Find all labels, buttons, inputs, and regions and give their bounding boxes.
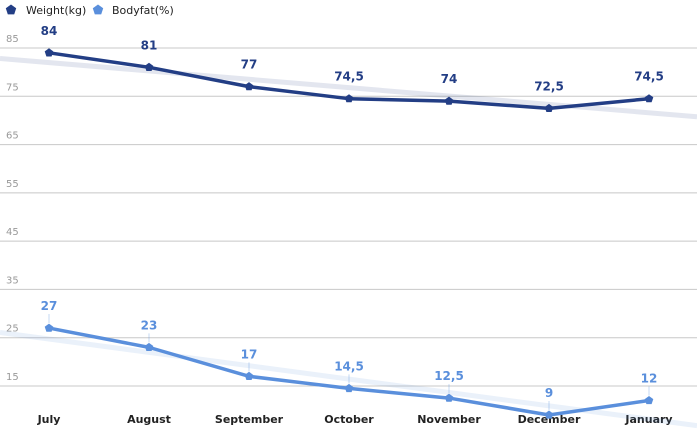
y-tick-label: 75	[6, 82, 19, 93]
data-label: 74	[441, 72, 458, 86]
legend-label-weight: Weight(kg)	[26, 4, 86, 17]
legend[interactable]: Weight(kg) Bodyfat(%)	[5, 4, 174, 17]
data-point[interactable]	[244, 82, 254, 91]
data-point[interactable]	[544, 410, 554, 419]
legend-marker-bodyfat	[92, 4, 104, 15]
y-tick-label: 15	[6, 372, 19, 383]
x-tick-label: October	[324, 413, 374, 426]
data-label: 72,5	[534, 79, 564, 93]
data-point[interactable]	[144, 62, 154, 71]
x-tick-label: January	[624, 413, 672, 426]
y-tick-label: 35	[6, 275, 19, 286]
y-tick-label: 85	[6, 34, 19, 45]
data-point[interactable]	[44, 323, 54, 332]
legend-item-weight[interactable]: Weight(kg)	[5, 4, 86, 17]
x-tick-label: August	[127, 413, 171, 426]
series-bodyfat: 27 23 17 14,5 12,5 9 12	[0, 299, 697, 429]
legend-label-bodyfat: Bodyfat(%)	[112, 4, 174, 17]
series-layer: 84 81 77 74,5 74 72,5 74,5 27 23 17 14,5 12,5 9 12	[0, 24, 697, 429]
y-axis: 15 25 35 45 55 65 75 85	[6, 34, 19, 383]
data-point[interactable]	[344, 383, 354, 393]
x-axis: July August September October November Decemb…	[37, 413, 673, 426]
data-point[interactable]	[444, 96, 454, 105]
series-weight: 84 81 77 74,5 74 72,5 74,5	[0, 24, 697, 120]
y-tick-label: 65	[6, 131, 19, 142]
data-label: 14,5	[334, 359, 364, 373]
y-tick-label: 25	[6, 324, 19, 335]
legend-item-bodyfat[interactable]: Bodyfat(%)	[92, 4, 174, 17]
data-label: 27	[41, 299, 58, 313]
x-tick-label: September	[215, 413, 284, 426]
data-label: 77	[241, 58, 258, 72]
data-label: 17	[241, 347, 258, 361]
x-tick-label: November	[417, 413, 481, 426]
y-tick-label: 55	[6, 179, 19, 190]
data-label: 9	[545, 386, 553, 400]
data-point[interactable]	[244, 371, 254, 380]
data-label: 84	[41, 24, 58, 38]
data-point[interactable]	[644, 94, 654, 103]
x-tick-label: December	[518, 413, 581, 426]
data-point[interactable]	[144, 342, 154, 351]
data-label: 12,5	[434, 369, 464, 383]
data-point[interactable]	[44, 48, 54, 57]
series-trend-band	[0, 55, 697, 120]
grid-lines	[0, 47, 697, 387]
data-point[interactable]	[644, 396, 654, 405]
data-label: 74,5	[634, 70, 664, 84]
y-tick-label: 45	[6, 227, 19, 238]
data-point[interactable]	[344, 94, 354, 103]
legend-marker-weight	[5, 4, 17, 15]
data-label: 12	[641, 371, 658, 385]
x-tick-label: July	[37, 413, 61, 426]
data-label: 81	[141, 38, 158, 52]
data-label: 23	[141, 318, 158, 332]
data-point[interactable]	[544, 103, 554, 112]
data-label: 74,5	[334, 70, 364, 84]
data-point[interactable]	[444, 393, 454, 402]
